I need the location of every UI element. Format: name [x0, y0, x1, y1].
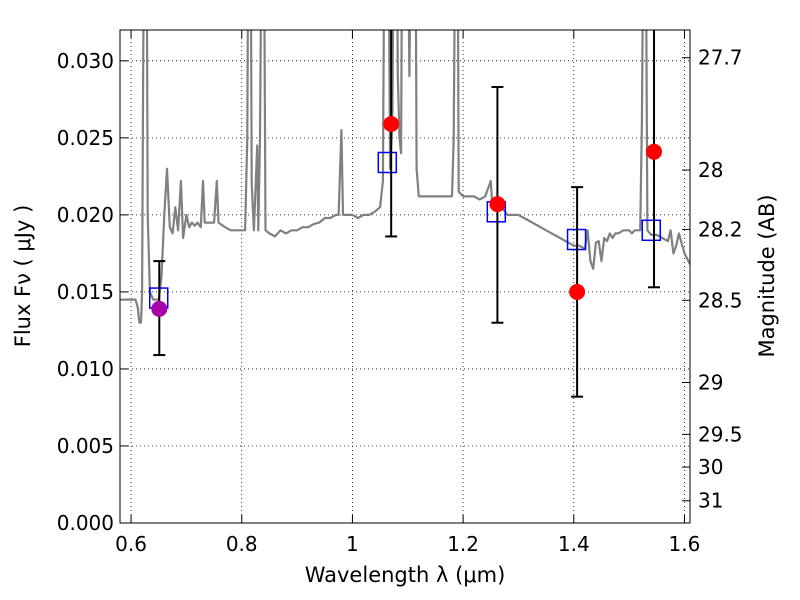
y2-axis-label: Magnitude (AB)	[755, 194, 779, 357]
plot-frame	[119, 29, 691, 524]
y2-tick-label: 28.2	[698, 217, 743, 241]
x-axis-label: Wavelength λ (μm)	[305, 563, 506, 587]
x-tick-label: 1.6	[669, 532, 701, 556]
y2-tick-label: 28	[698, 158, 723, 182]
model-band-point	[641, 219, 662, 242]
y-tick-label: 0.020	[57, 203, 114, 227]
y2-tick-label: 28.5	[698, 288, 743, 312]
observed-data-point	[569, 283, 586, 300]
y-tick-label: 0.000	[57, 511, 114, 535]
observed-data-point	[383, 115, 400, 132]
x-tick-label: 1.2	[447, 532, 479, 556]
error-bars	[151, 30, 663, 398]
y2-tick-label: 27.7	[698, 46, 743, 70]
y-tick-label: 0.025	[57, 126, 114, 150]
observed-data-point	[646, 143, 663, 160]
ticks: 0.6 0.8 1 1.2 1.4 1.6 0.000 0.005 0.010 0.015 0.02…	[57, 30, 743, 556]
y-tick-label: 0.030	[57, 49, 114, 73]
axes	[119, 29, 691, 524]
observed-data-point	[151, 300, 168, 317]
y-tick-label: 0.010	[57, 357, 114, 381]
y-tick-label: 0.015	[57, 280, 114, 304]
y-axis-label: Flux Fν ( μJy )	[11, 205, 35, 348]
observed-data-point	[489, 196, 506, 213]
x-tick-label: 1.4	[558, 532, 590, 556]
x-tick-label: 1	[346, 532, 359, 556]
x-tick-label: 0.6	[115, 532, 147, 556]
x-tick-label: 0.8	[226, 532, 258, 556]
y2-tick-label: 30	[698, 455, 723, 479]
y2-tick-label: 29.5	[698, 422, 743, 446]
y2-tick-label: 31	[698, 489, 723, 513]
model-band-point	[377, 151, 398, 174]
y-tick-label: 0.005	[57, 434, 114, 458]
y2-tick-label: 29	[698, 370, 723, 394]
